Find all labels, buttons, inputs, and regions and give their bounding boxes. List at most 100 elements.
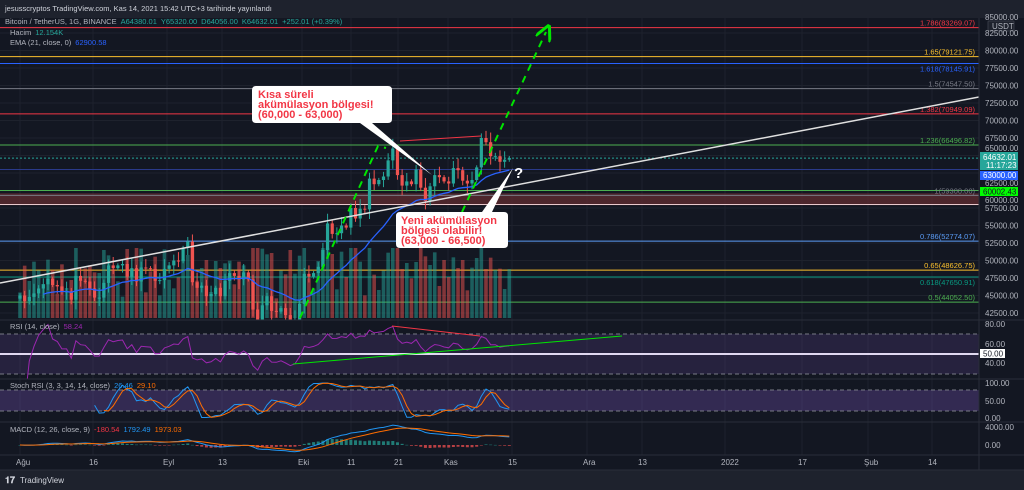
candle[interactable]	[51, 278, 55, 285]
currency-box[interactable]	[987, 20, 1015, 32]
candle[interactable]	[498, 156, 502, 162]
candle[interactable]	[316, 266, 320, 274]
candle[interactable]	[37, 288, 41, 294]
candle[interactable]	[148, 268, 153, 270]
drawings[interactable]	[0, 32, 979, 319]
candle[interactable]	[503, 159, 507, 162]
candle[interactable]	[260, 305, 264, 325]
price-axis[interactable]: 85000.00 USDT 82500.00 80000.00 77500.00 75…	[985, 13, 1019, 450]
candle[interactable]	[298, 303, 302, 320]
tradingview-logo[interactable]: 𝟏𝟕 TradingView	[5, 475, 64, 485]
candle[interactable]	[214, 287, 218, 295]
candle[interactable]	[461, 170, 465, 181]
candle[interactable]	[349, 208, 353, 228]
callout-short-term-accumulation[interactable]: Kısa süreli akümülasyon bölgesi! (60,000…	[252, 86, 432, 175]
candle[interactable]	[395, 148, 400, 176]
candle[interactable]	[386, 160, 390, 177]
candle[interactable]	[251, 279, 255, 310]
candle[interactable]	[330, 223, 334, 234]
candle[interactable]	[190, 241, 195, 283]
candle[interactable]	[400, 175, 404, 186]
candle[interactable]	[339, 225, 344, 234]
candle[interactable]	[120, 264, 125, 266]
trendline[interactable]	[0, 96, 979, 284]
candle[interactable]	[153, 268, 157, 281]
rsi-support-line[interactable]	[292, 335, 623, 365]
candle[interactable]	[274, 310, 278, 312]
candle[interactable]	[358, 208, 362, 219]
candle[interactable]	[419, 169, 423, 188]
candle[interactable]	[381, 176, 386, 181]
candle[interactable]	[423, 187, 428, 201]
candle[interactable]	[479, 138, 483, 168]
candle[interactable]	[344, 225, 348, 228]
candle[interactable]	[134, 268, 139, 282]
candle[interactable]	[23, 295, 27, 302]
candle[interactable]	[475, 167, 479, 180]
candle[interactable]	[242, 272, 246, 280]
candle[interactable]	[92, 288, 97, 298]
candle[interactable]	[414, 169, 418, 185]
candle[interactable]	[195, 282, 199, 288]
candle[interactable]	[162, 268, 167, 281]
candle[interactable]	[69, 291, 73, 300]
candle[interactable]	[172, 260, 176, 266]
candle[interactable]	[325, 223, 330, 250]
candle[interactable]	[74, 275, 78, 300]
candle[interactable]	[493, 156, 497, 158]
candle[interactable]	[41, 284, 45, 289]
candle[interactable]	[284, 308, 288, 316]
candle[interactable]	[106, 265, 111, 283]
candle[interactable]	[218, 287, 222, 297]
candle[interactable]	[288, 315, 292, 323]
candle[interactable]	[465, 180, 469, 184]
candle[interactable]	[405, 181, 409, 186]
candle[interactable]	[116, 265, 120, 269]
candle[interactable]	[321, 250, 325, 267]
candle[interactable]	[46, 278, 50, 285]
candle[interactable]	[18, 295, 22, 299]
candle[interactable]	[335, 233, 339, 235]
candle[interactable]	[209, 294, 213, 297]
candle[interactable]	[437, 175, 441, 178]
candle[interactable]	[139, 267, 143, 282]
candle[interactable]	[186, 241, 190, 248]
candle[interactable]	[204, 285, 208, 297]
candle[interactable]	[176, 260, 181, 262]
candle[interactable]	[470, 180, 474, 184]
candle[interactable]	[232, 273, 236, 276]
resistance-line[interactable]	[399, 135, 482, 142]
candle[interactable]	[507, 158, 511, 160]
candle[interactable]	[130, 268, 134, 277]
candle[interactable]	[83, 280, 87, 282]
candle[interactable]	[167, 265, 171, 269]
candle[interactable]	[409, 181, 414, 185]
candle[interactable]	[377, 180, 381, 185]
time-axis[interactable]: Ağu 16 Eyl 13 Eki 11 21 Kas 15 Ara 13 2022 17 Şub 14	[16, 458, 937, 467]
candle[interactable]	[484, 138, 488, 143]
candle[interactable]	[265, 296, 269, 306]
candle[interactable]	[60, 286, 64, 292]
candle[interactable]	[237, 275, 241, 280]
candle[interactable]	[367, 178, 372, 210]
candle[interactable]	[302, 273, 306, 304]
candle[interactable]	[307, 273, 311, 277]
candle[interactable]	[144, 267, 148, 269]
candle[interactable]	[447, 181, 451, 184]
candle[interactable]	[311, 273, 316, 277]
candle[interactable]	[442, 177, 446, 182]
candle[interactable]	[32, 293, 36, 297]
candle[interactable]	[428, 186, 432, 201]
candle[interactable]	[97, 297, 101, 299]
candle[interactable]	[223, 280, 227, 297]
candle[interactable]	[55, 285, 59, 287]
candle[interactable]	[246, 272, 250, 280]
candle[interactable]	[391, 148, 395, 161]
candle[interactable]	[363, 208, 367, 210]
candle[interactable]	[372, 178, 376, 185]
candle[interactable]	[256, 309, 260, 326]
candle[interactable]	[27, 296, 31, 302]
candle[interactable]	[451, 168, 455, 184]
candle[interactable]	[228, 273, 232, 281]
